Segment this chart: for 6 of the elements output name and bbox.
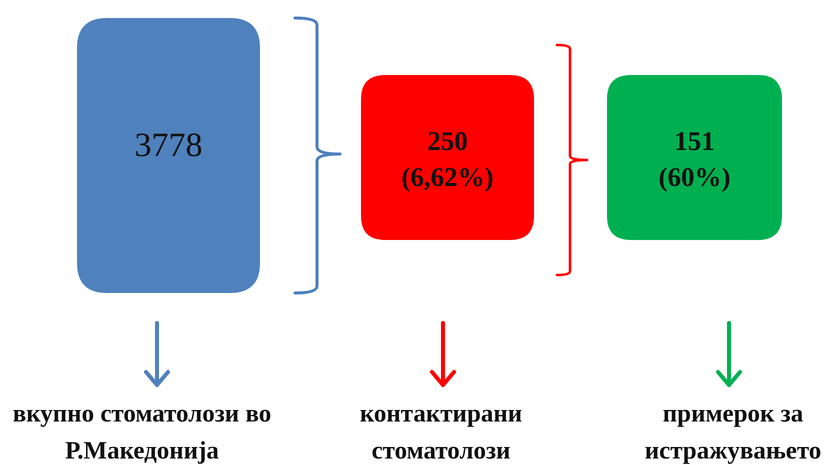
data-label: 3778: [134, 127, 202, 164]
data-label: 151 (60%): [658, 126, 730, 192]
category-label: вкупно стоматолози во Р.Македонија: [12, 400, 272, 464]
category-label: примерок за истражувањето: [644, 400, 822, 464]
data-label: 250 (6,62%): [401, 126, 494, 192]
category-label: контактирани стоматолози: [360, 400, 522, 464]
